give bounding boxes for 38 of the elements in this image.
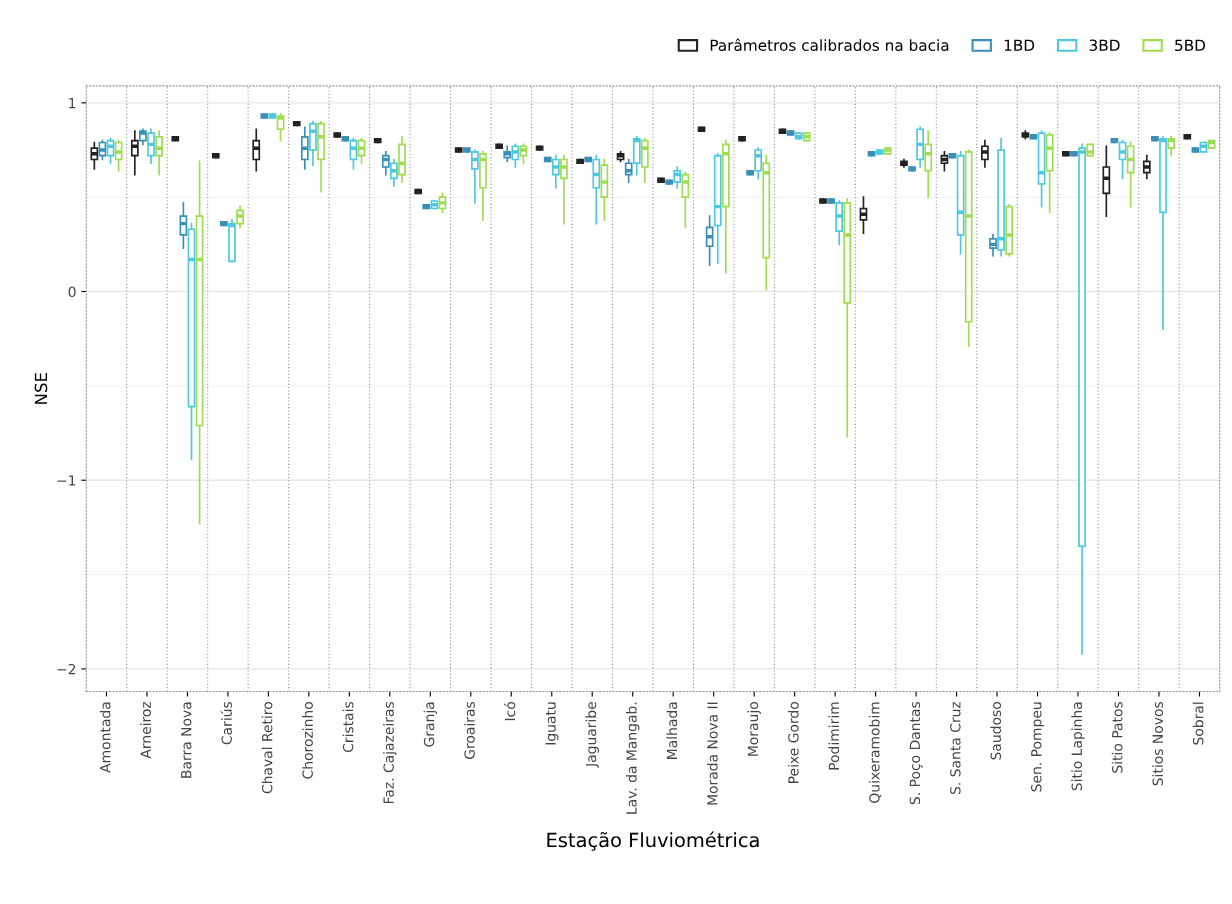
x-tick-label: Sen. Pompeu bbox=[1031, 702, 1045, 792]
x-tick-label: Iguatu bbox=[545, 702, 559, 745]
x-tick-label: Sitio Lapinha bbox=[1071, 702, 1085, 791]
y-tick-label: 0 bbox=[68, 286, 76, 298]
x-tick-label: Granja bbox=[423, 702, 438, 747]
x-tick-label: Amontada bbox=[99, 702, 111, 773]
x-tick-label: Peixe Gordo bbox=[787, 702, 799, 783]
x-tick-label: Chaval Retiro bbox=[261, 702, 273, 794]
x-tick-label: S. Poço Dantas bbox=[909, 701, 923, 805]
y-tick-label: 1 bbox=[69, 98, 76, 109]
x-tick-label: Icó bbox=[504, 702, 516, 721]
x-tick-label: Sitios Novos bbox=[1152, 701, 1163, 786]
x-tick-label: Lav. da Mangab. bbox=[626, 702, 640, 814]
x-tick-label: Saudoso bbox=[990, 702, 1002, 760]
legend-label: 1BD bbox=[1004, 39, 1035, 51]
legend-label: 3BD bbox=[1089, 39, 1120, 51]
x-tick-label: Groairas bbox=[464, 701, 475, 759]
x-tick-label: Podimirim bbox=[828, 702, 840, 770]
x-tick-label: Jaguaribe bbox=[585, 702, 599, 768]
y-tick-label: −2 bbox=[57, 663, 76, 675]
x-tick-label: Moraujo bbox=[747, 702, 761, 756]
y-axis-title: NSE bbox=[34, 373, 48, 404]
x-tick-label: Sobral bbox=[1192, 702, 1204, 745]
legend-label: Parâmetros calibrados na bacia bbox=[710, 38, 949, 51]
x-tick-label: Sitio Patos bbox=[1111, 701, 1123, 773]
x-axis-title: Estação Fluviométrica bbox=[547, 831, 759, 851]
x-tick-label: Barra Nova bbox=[181, 702, 192, 778]
x-tick-label: Malhada bbox=[666, 702, 678, 759]
x-tick-label: Chorozinho bbox=[302, 702, 313, 779]
x-tick-label: Morada Nova II bbox=[706, 702, 718, 805]
legend-label: 5BD bbox=[1175, 39, 1206, 51]
x-tick-label: Faz. Cajazeiras bbox=[383, 701, 397, 803]
x-tick-label: Cristais bbox=[342, 701, 354, 753]
x-tick-label: Quixeramobim bbox=[868, 702, 882, 803]
x-tick-label: Arneiroz bbox=[140, 701, 151, 759]
y-tick-label: −1 bbox=[57, 475, 76, 486]
x-tick-label: S. Santa Cruz bbox=[950, 701, 961, 795]
x-tick-label: Cariús bbox=[220, 701, 232, 745]
